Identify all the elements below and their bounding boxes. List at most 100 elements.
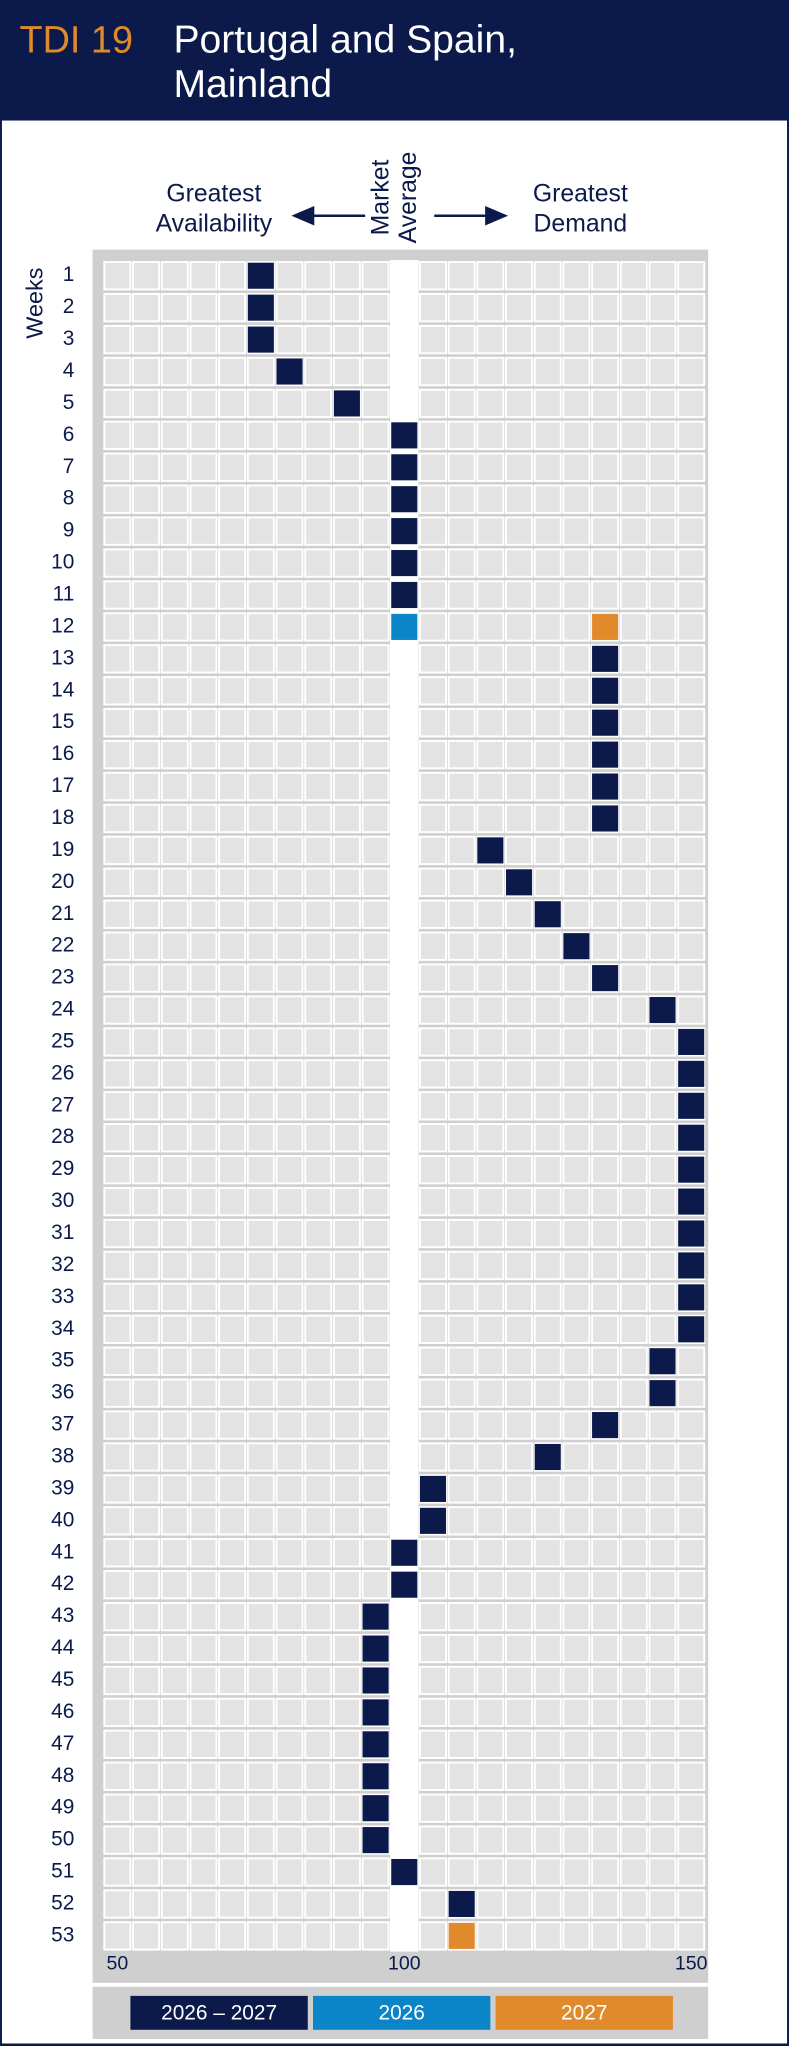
cell — [132, 420, 161, 451]
cell — [275, 1570, 304, 1600]
cell — [418, 261, 447, 291]
cell — [505, 1793, 534, 1823]
cell — [447, 867, 476, 898]
cell — [619, 1059, 648, 1089]
cell — [677, 771, 706, 802]
cell — [246, 1921, 275, 1951]
cell — [275, 676, 304, 706]
cell — [619, 899, 648, 929]
cell — [476, 261, 505, 291]
cell — [332, 1633, 361, 1664]
cell — [562, 1538, 591, 1568]
cell — [218, 261, 247, 291]
cell — [246, 963, 275, 993]
cell — [591, 835, 620, 866]
y-tick-label: 21 — [51, 902, 74, 925]
cell — [591, 1921, 620, 1951]
cell — [476, 899, 505, 929]
cell — [619, 739, 648, 770]
cell — [332, 899, 361, 929]
cell — [304, 676, 333, 706]
mark — [506, 869, 533, 896]
cell — [160, 1857, 189, 1887]
cell — [648, 548, 677, 578]
cell — [132, 1123, 161, 1153]
cell — [218, 1154, 247, 1185]
annotation: Availability — [156, 210, 273, 237]
cell — [619, 1570, 648, 1600]
legend-swatch — [130, 1995, 308, 2030]
cell — [648, 1697, 677, 1728]
cell — [332, 1123, 361, 1153]
cell — [677, 1378, 706, 1408]
cell — [619, 1793, 648, 1823]
cell — [619, 995, 648, 1025]
cell — [505, 612, 534, 642]
y-tick-label: 1 — [63, 263, 75, 286]
cell — [418, 1825, 447, 1855]
cell — [533, 963, 562, 993]
cell — [677, 1474, 706, 1504]
cell — [677, 1410, 706, 1440]
cell — [648, 292, 677, 323]
cell — [160, 1570, 189, 1600]
cell — [591, 931, 620, 961]
cell — [677, 995, 706, 1025]
cell — [246, 708, 275, 738]
cell — [418, 388, 447, 419]
cell — [103, 1601, 132, 1632]
cell — [218, 1857, 247, 1887]
cell — [476, 580, 505, 610]
cell — [103, 388, 132, 419]
header-title: Portugal and Spain, — [173, 19, 517, 62]
cell — [246, 644, 275, 674]
cell — [476, 1729, 505, 1760]
cell — [132, 484, 161, 514]
cell — [218, 1633, 247, 1664]
cell — [275, 1665, 304, 1696]
cell — [619, 644, 648, 674]
cell — [160, 388, 189, 419]
cell — [246, 1027, 275, 1057]
cell — [677, 739, 706, 770]
cell — [103, 1921, 132, 1951]
cell — [562, 324, 591, 355]
cell — [361, 1570, 390, 1600]
cell — [304, 612, 333, 642]
cell — [304, 1442, 333, 1472]
cell — [476, 516, 505, 546]
cell — [418, 1346, 447, 1376]
cell — [619, 1506, 648, 1536]
cell — [505, 1186, 534, 1217]
cell — [418, 835, 447, 866]
y-tick-label: 17 — [51, 774, 74, 797]
cell — [189, 1793, 218, 1823]
cell — [619, 1729, 648, 1760]
cell — [505, 484, 534, 514]
cell — [275, 516, 304, 546]
cell — [275, 1889, 304, 1919]
cell — [648, 771, 677, 802]
cell — [533, 388, 562, 419]
cell — [132, 708, 161, 738]
cell — [189, 803, 218, 834]
cell — [275, 548, 304, 578]
cell — [591, 388, 620, 419]
cell — [189, 1250, 218, 1281]
cell — [304, 1346, 333, 1376]
cell — [160, 963, 189, 993]
cell — [332, 1793, 361, 1823]
cell — [619, 1378, 648, 1408]
cell — [591, 867, 620, 898]
mark — [678, 1060, 705, 1087]
legend-label: 2026 — [378, 2002, 424, 2025]
cell — [648, 1410, 677, 1440]
cell — [677, 1921, 706, 1951]
cell — [304, 899, 333, 929]
cell — [304, 1761, 333, 1791]
cell — [304, 261, 333, 291]
mark — [534, 901, 561, 928]
cell — [476, 1474, 505, 1504]
cell — [648, 1633, 677, 1664]
cell — [533, 1059, 562, 1089]
